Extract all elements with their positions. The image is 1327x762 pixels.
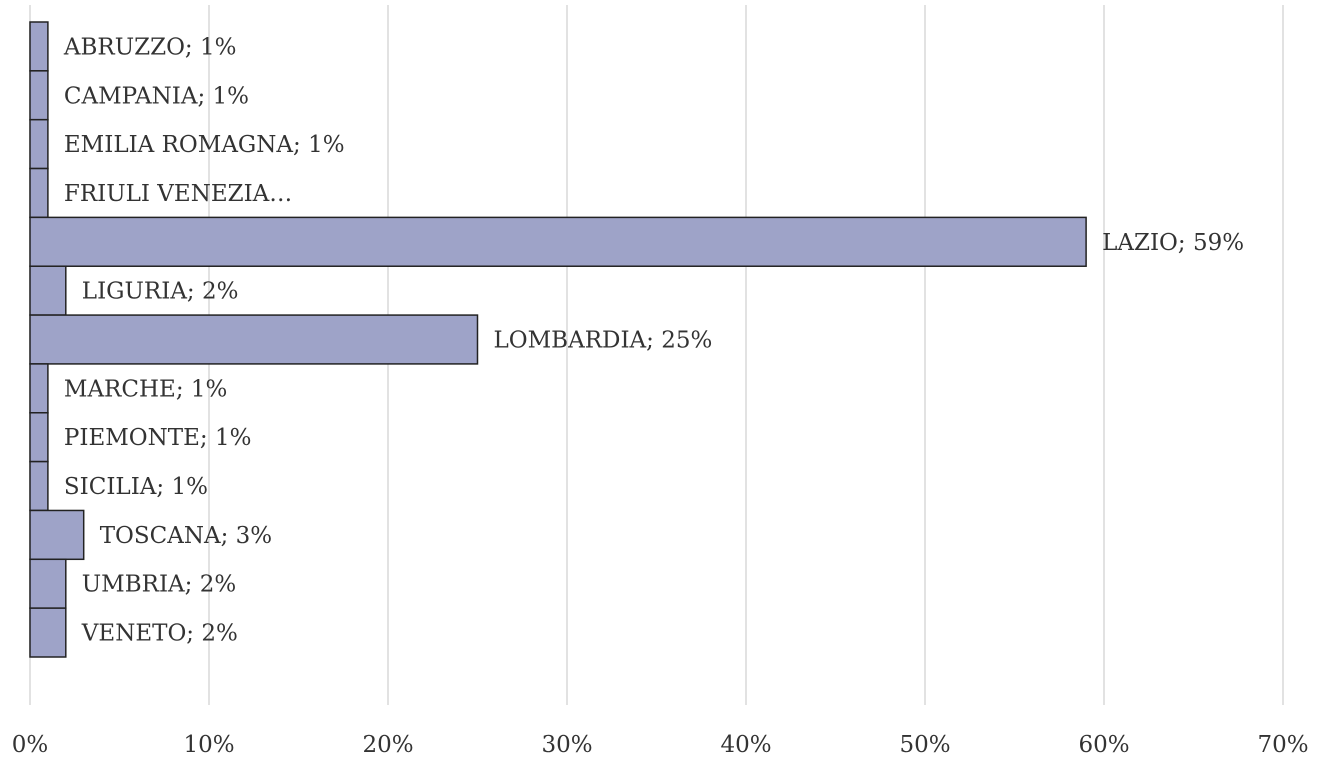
data-label: ABRUZZO; 1% bbox=[63, 34, 237, 60]
bar bbox=[29, 509, 85, 561]
x-tick-label: 60% bbox=[1078, 732, 1129, 758]
data-label: UMBRIA; 2% bbox=[82, 572, 236, 598]
bar bbox=[29, 607, 67, 658]
bar bbox=[29, 460, 49, 512]
x-tick-label: 50% bbox=[899, 732, 950, 758]
data-label: MARCHE; 1% bbox=[64, 376, 227, 402]
bar bbox=[29, 118, 49, 170]
bar bbox=[29, 167, 49, 219]
x-tick-label: 70% bbox=[1257, 732, 1308, 758]
data-label: EMILIA ROMAGNA; 1% bbox=[64, 132, 345, 158]
bar bbox=[29, 265, 67, 316]
x-tick-label: 40% bbox=[720, 732, 771, 758]
x-tick-label: 0% bbox=[12, 732, 49, 758]
x-tick-label: 20% bbox=[362, 732, 413, 758]
bar bbox=[29, 70, 49, 121]
bar bbox=[29, 363, 49, 414]
data-label: LOMBARDIA; 25% bbox=[494, 328, 713, 354]
bar bbox=[29, 21, 49, 72]
data-label: SICILIA; 1% bbox=[64, 474, 208, 500]
data-label: LAZIO; 59% bbox=[1102, 230, 1244, 256]
data-label: VENETO; 2% bbox=[81, 621, 238, 647]
data-label: TOSCANA; 3% bbox=[100, 523, 272, 549]
bar bbox=[29, 558, 67, 609]
bar bbox=[29, 412, 49, 463]
bar bbox=[29, 216, 1087, 267]
data-label: CAMPANIA; 1% bbox=[64, 83, 249, 109]
bar bbox=[29, 314, 479, 365]
x-tick-label: 30% bbox=[541, 732, 592, 758]
data-label: LIGURIA; 2% bbox=[82, 279, 239, 305]
data-label: FRIULI VENEZIA… bbox=[64, 181, 292, 207]
data-label: PIEMONTE; 1% bbox=[64, 425, 252, 451]
x-tick-label: 10% bbox=[183, 732, 234, 758]
